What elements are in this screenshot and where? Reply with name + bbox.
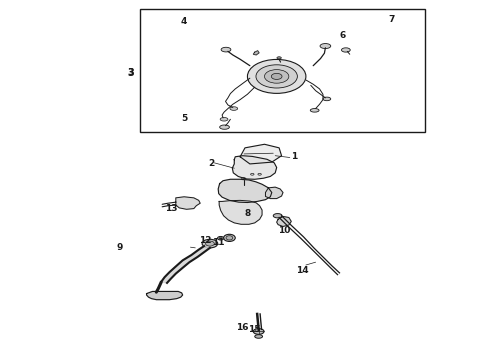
Polygon shape	[147, 292, 183, 300]
Text: 12: 12	[199, 236, 211, 245]
Ellipse shape	[202, 239, 218, 248]
Text: 2: 2	[209, 159, 215, 168]
Ellipse shape	[342, 48, 350, 52]
Polygon shape	[277, 216, 291, 226]
Ellipse shape	[256, 65, 297, 88]
Ellipse shape	[273, 213, 282, 218]
Text: 7: 7	[388, 15, 394, 24]
Polygon shape	[218, 179, 272, 203]
Text: 6: 6	[339, 31, 345, 40]
Text: 3: 3	[127, 68, 134, 77]
Ellipse shape	[226, 236, 233, 240]
Ellipse shape	[310, 109, 319, 112]
Text: 14: 14	[296, 266, 309, 275]
Text: 10: 10	[278, 225, 290, 234]
Text: 11: 11	[213, 238, 225, 247]
Ellipse shape	[205, 241, 214, 246]
Ellipse shape	[323, 97, 331, 101]
Ellipse shape	[241, 178, 246, 180]
Text: 9: 9	[116, 243, 122, 252]
Ellipse shape	[247, 59, 306, 93]
Text: 1: 1	[291, 152, 297, 161]
Ellipse shape	[220, 125, 229, 129]
Ellipse shape	[221, 47, 231, 52]
Ellipse shape	[255, 335, 263, 338]
Ellipse shape	[218, 237, 224, 240]
Ellipse shape	[320, 44, 331, 49]
Ellipse shape	[265, 69, 289, 83]
Polygon shape	[266, 187, 283, 199]
Text: 4: 4	[181, 17, 187, 26]
Polygon shape	[232, 156, 277, 179]
Ellipse shape	[277, 57, 281, 59]
Ellipse shape	[253, 329, 264, 334]
Polygon shape	[176, 197, 200, 209]
Text: 5: 5	[181, 114, 187, 123]
Text: 3: 3	[127, 68, 134, 78]
Ellipse shape	[220, 117, 228, 121]
Polygon shape	[253, 51, 259, 55]
Polygon shape	[219, 201, 262, 224]
Ellipse shape	[223, 234, 235, 242]
Polygon shape	[161, 246, 210, 283]
Text: 15: 15	[248, 325, 261, 334]
Ellipse shape	[230, 107, 238, 111]
Text: 16: 16	[236, 323, 249, 332]
Ellipse shape	[271, 73, 282, 80]
Polygon shape	[240, 144, 282, 164]
Text: 13: 13	[165, 204, 177, 213]
Text: 8: 8	[245, 210, 250, 219]
Bar	[140, 9, 425, 132]
